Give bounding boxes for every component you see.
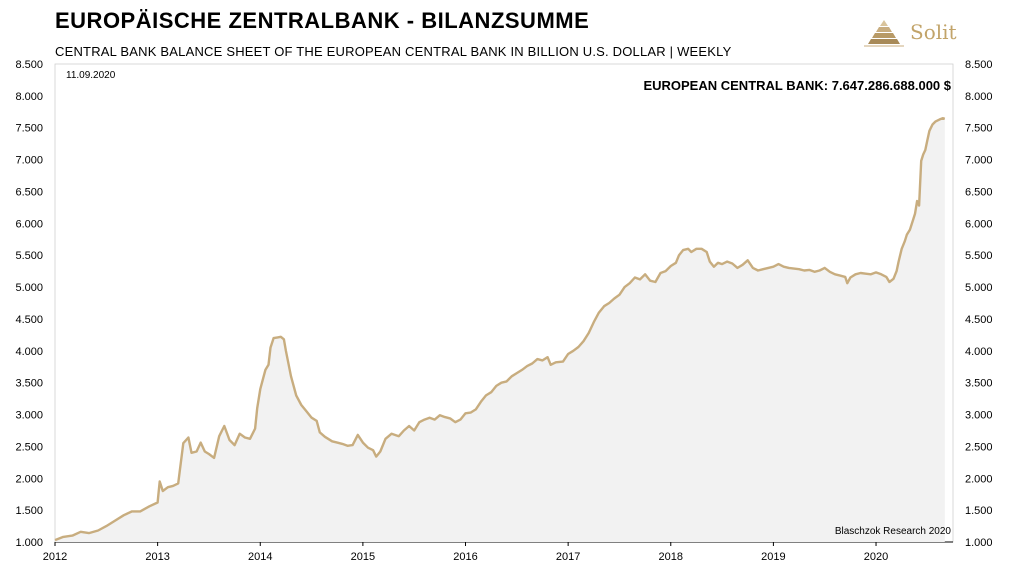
- x-tick-label: 2019: [761, 551, 785, 563]
- pyramid-icon: [864, 20, 904, 47]
- y-tick-label-left: 2.000: [15, 473, 43, 485]
- x-tick-label: 2016: [453, 551, 477, 563]
- source-label: Blaschzok Research 2020: [835, 526, 952, 537]
- y-tick-label-right: 2.500: [965, 441, 993, 453]
- y-tick-label-left: 2.500: [15, 441, 43, 453]
- y-tick-label-left: 8.000: [15, 91, 43, 103]
- series-area: [55, 118, 945, 542]
- solit-logo: Solit: [862, 18, 982, 48]
- x-tick-label: 2013: [145, 551, 169, 563]
- y-tick-label-left: 5.000: [15, 282, 43, 294]
- y-tick-label-right: 6.000: [965, 218, 993, 230]
- y-tick-label-right: 8.500: [965, 59, 993, 71]
- y-tick-label-right: 8.000: [965, 91, 993, 103]
- y-tick-label-left: 1.000: [15, 537, 43, 549]
- logo-text: Solit: [910, 20, 957, 44]
- y-tick-label-left: 4.000: [15, 346, 43, 358]
- latest-value-label: EUROPEAN CENTRAL BANK: 7.647.286.688.000…: [643, 78, 951, 93]
- date-label: 11.09.2020: [66, 70, 116, 81]
- y-tick-label-right: 5.500: [965, 250, 993, 262]
- y-tick-label-right: 1.500: [965, 505, 993, 517]
- y-tick-label-right: 6.500: [965, 186, 993, 198]
- y-tick-label-right: 7.500: [965, 123, 993, 135]
- y-tick-label-right: 7.000: [965, 155, 993, 167]
- x-tick-label: 2018: [659, 551, 683, 563]
- y-tick-label-left: 5.500: [15, 250, 43, 262]
- chart-subtitle: CENTRAL BANK BALANCE SHEET OF THE EUROPE…: [55, 44, 732, 59]
- y-tick-label-right: 4.500: [965, 314, 993, 326]
- y-tick-label-left: 3.000: [15, 410, 43, 422]
- y-tick-label-left: 6.000: [15, 218, 43, 230]
- y-tick-label-right: 1.000: [965, 537, 993, 549]
- y-tick-label-right: 3.500: [965, 378, 993, 390]
- x-tick-label: 2015: [351, 551, 375, 563]
- y-tick-label-left: 3.500: [15, 378, 43, 390]
- y-tick-label-left: 6.500: [15, 186, 43, 198]
- x-tick-label: 2014: [248, 551, 272, 563]
- x-tick-label: 2020: [864, 551, 888, 563]
- x-tick-label: 2012: [43, 551, 67, 563]
- y-tick-label-left: 4.500: [15, 314, 43, 326]
- series-line: [54, 117, 946, 542]
- y-tick-label-left: 8.500: [15, 59, 43, 71]
- chart-title: EUROPÄISCHE ZENTRALBANK - BILANZSUMME: [55, 8, 590, 33]
- y-tick-label-right: 5.000: [965, 282, 993, 294]
- y-tick-label-left: 7.500: [15, 123, 43, 135]
- y-tick-label-left: 7.000: [15, 155, 43, 167]
- x-tick-label: 2017: [556, 551, 580, 563]
- y-tick-label-right: 2.000: [965, 473, 993, 485]
- y-tick-label-left: 1.500: [15, 505, 43, 517]
- y-tick-label-right: 4.000: [965, 346, 993, 358]
- y-tick-label-right: 3.000: [965, 410, 993, 422]
